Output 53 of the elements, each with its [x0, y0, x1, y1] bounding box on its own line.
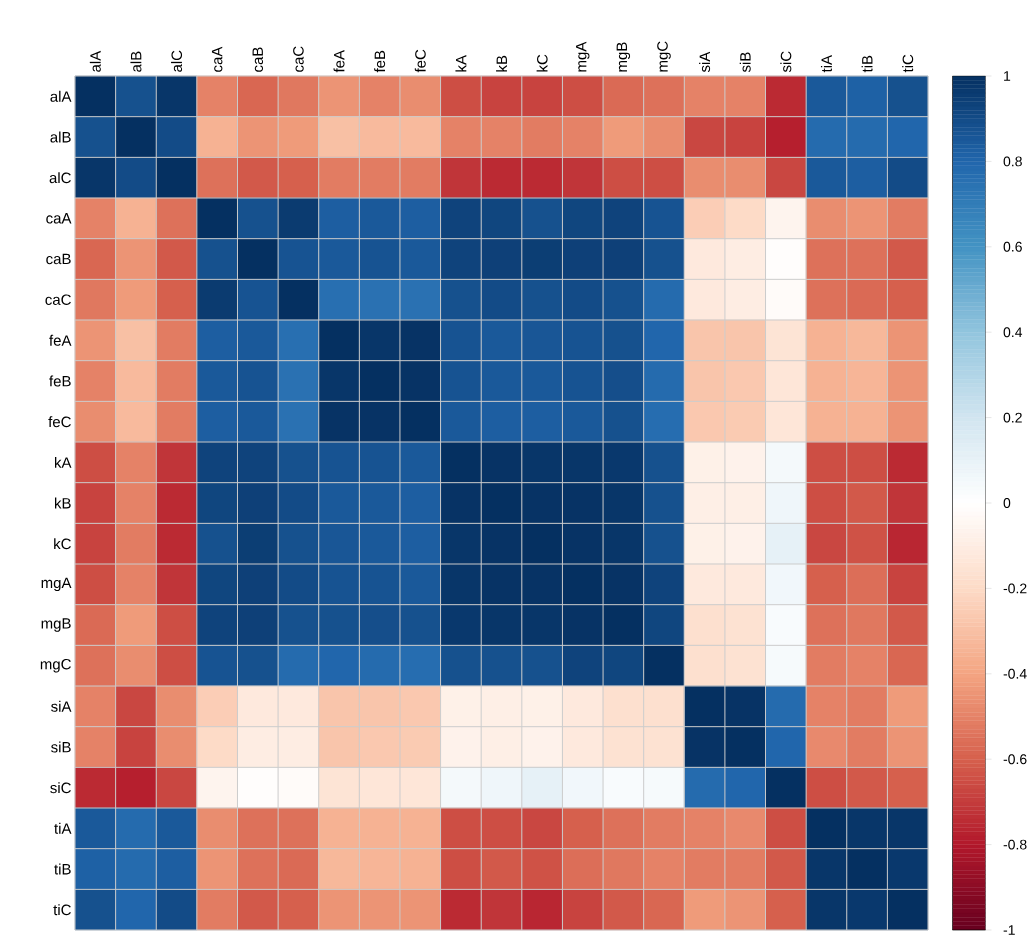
color-bar-label: 0.6 — [1003, 241, 1022, 252]
y-tick-label: kB — [55, 497, 71, 509]
color-bar-label: 0.2 — [1003, 412, 1022, 423]
color-bar-label: -0.2 — [1003, 583, 1027, 594]
x-tick-label: siB — [739, 52, 751, 73]
x-tick-label: alA — [89, 50, 101, 72]
y-tick-label: tiC — [53, 904, 71, 916]
color-bar-label: -0.6 — [1003, 754, 1027, 765]
x-tick-label: feA — [333, 49, 345, 73]
y-tick-label: feB — [49, 375, 71, 387]
x-tick-label: alC — [171, 50, 183, 72]
x-tick-label: tiA — [820, 54, 832, 73]
color-bar-label: -0.4 — [1003, 668, 1027, 679]
x-tick-label: caC — [293, 46, 304, 72]
y-tick-label: caA — [46, 213, 72, 224]
x-tick-label: mgA — [576, 41, 590, 72]
y-tick-label: mgA — [41, 577, 72, 591]
x-tick-label: tiC — [902, 54, 914, 73]
x-tick-label: mgB — [616, 42, 631, 72]
x-tick-label: caA — [211, 46, 223, 72]
color-bar-label: 0.8 — [1003, 156, 1022, 167]
y-tick-label: siB — [51, 741, 71, 753]
y-tick-label: tiB — [54, 863, 71, 875]
x-tick-label: caB — [252, 47, 264, 72]
x-tick-label: kB — [496, 55, 507, 72]
color-bar-label: 1 — [1004, 71, 1011, 81]
color-bar-label: -0.8 — [1003, 839, 1027, 850]
y-tick-label: kC — [54, 538, 71, 550]
x-tick-label: tiB — [861, 55, 873, 73]
y-tick-label: mgC — [40, 658, 71, 673]
y-tick-label: mgB — [41, 618, 71, 632]
y-tick-label: siC — [50, 782, 71, 794]
x-tick-label: feB — [374, 50, 386, 73]
y-tick-label: tiA — [54, 822, 72, 834]
x-tick-label: kC — [536, 54, 548, 72]
y-tick-label: feA — [49, 334, 72, 346]
x-tick-label: mgC — [657, 41, 671, 72]
y-tick-label: siA — [51, 700, 72, 712]
y-tick-label: caB — [46, 253, 71, 265]
x-tick-label: siA — [699, 51, 711, 73]
color-bar-label: 0 — [1003, 497, 1011, 508]
x-tick-label: kA — [455, 54, 467, 72]
x-tick-label: feC — [414, 49, 426, 73]
color-bar-label: 0.4 — [1003, 327, 1023, 338]
y-tick-label: alB — [50, 131, 71, 143]
color-bar-label: -1 — [1003, 925, 1015, 935]
y-tick-label: alA — [50, 90, 72, 102]
y-tick-label: kA — [55, 456, 72, 468]
y-tick-label: feC — [48, 416, 71, 428]
y-tick-label: alC — [49, 172, 71, 184]
y-tick-label: caC — [45, 294, 71, 305]
x-tick-label: alB — [130, 51, 142, 72]
x-tick-label: siC — [780, 51, 792, 73]
